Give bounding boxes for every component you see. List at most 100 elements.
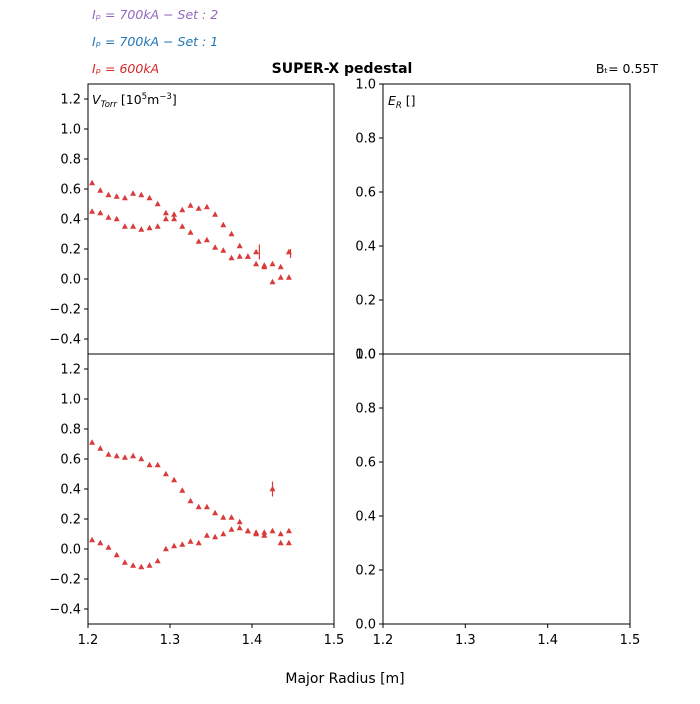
- data-point-bottom-left-series1: [113, 551, 120, 558]
- data-point-top-left-series0: [138, 191, 145, 198]
- y-tick-label-top-right: 0.4: [355, 240, 376, 255]
- y-tick-label-top-right: 1.0: [355, 78, 376, 93]
- data-point-bottom-left-series0: [130, 452, 137, 459]
- y-tick-label-bottom-left: −0.2: [49, 573, 81, 588]
- data-point-bottom-left-series0: [228, 514, 235, 520]
- data-point-top-left-series1: [130, 223, 137, 229]
- data-point-bottom-left-series1: [269, 527, 276, 534]
- data-point-bottom-left-series1: [253, 530, 260, 537]
- data-point-top-left-series1: [105, 214, 112, 220]
- data-point-top-left-series0: [89, 179, 96, 186]
- data-point-top-left-series1: [228, 254, 235, 261]
- legend-entry-set1: Iₚ = 700kA − Set : 1: [92, 34, 218, 49]
- x-tick-label-bottom-right: 1.5: [620, 633, 641, 648]
- data-point-top-left-series1: [195, 238, 202, 244]
- data-point-top-left-series1: [162, 215, 169, 222]
- data-point-top-left-series0: [203, 203, 210, 210]
- y-tick-label-bottom-right: 0.8: [355, 402, 376, 417]
- data-point-top-left-series0: [277, 263, 284, 270]
- panel-frame-bottom-left: [87, 353, 335, 625]
- data-point-bottom-left-series1: [171, 542, 178, 549]
- x-axis-label: Major Radius [m]: [285, 671, 404, 687]
- y-tick-label-top-left: −0.4: [49, 333, 81, 348]
- y-tick-label-top-left: 0.0: [60, 273, 81, 288]
- panel-label-vtorr: VTorr [105m−3]: [92, 92, 177, 110]
- data-point-top-left-series1: [89, 208, 96, 214]
- data-point-top-left-series1: [269, 278, 276, 285]
- data-point-bottom-left-series1: [138, 563, 145, 570]
- data-point-bottom-left-series0: [236, 518, 243, 525]
- data-point-bottom-left-series1: [228, 526, 235, 532]
- data-point-top-left-series1: [261, 262, 268, 268]
- data-point-bottom-left-series0: [138, 455, 145, 462]
- data-point-bottom-left-series0: [113, 452, 120, 459]
- y-tick-label-top-right: 0.6: [355, 186, 376, 201]
- data-point-bottom-left-series1: [203, 532, 210, 538]
- data-point-top-left-series0: [212, 211, 219, 217]
- data-point-bottom-left-series0: [212, 509, 219, 516]
- y-tick-label-top-left: 1.2: [60, 93, 81, 108]
- x-tick-label-bottom-left: 1.5: [324, 633, 345, 648]
- data-point-bottom-left-series0: [285, 527, 292, 534]
- data-point-top-left-series0: [179, 206, 186, 213]
- data-point-bottom-left-series1: [154, 557, 161, 564]
- data-point-bottom-left-series1: [244, 527, 251, 534]
- y-tick-label-top-right: 0.2: [355, 294, 376, 309]
- bt-label: Bₜ= 0.55T: [596, 61, 659, 76]
- data-point-top-left-series0: [146, 194, 153, 201]
- data-point-top-left-series1: [212, 244, 219, 250]
- data-point-bottom-left-series1: [179, 541, 186, 547]
- data-point-bottom-left-series0: [162, 470, 169, 477]
- data-point-top-left-series0: [195, 205, 202, 211]
- data-point-top-left-series0: [253, 248, 260, 255]
- panel-label-er: ER []: [388, 93, 416, 111]
- data-point-top-left-series0: [220, 221, 227, 228]
- data-point-bottom-left-series1: [146, 562, 153, 568]
- x-tick-label-bottom-left: 1.4: [242, 633, 263, 648]
- data-point-bottom-left-series0: [261, 529, 268, 535]
- y-tick-label-bottom-right: 0.6: [355, 456, 376, 471]
- figure-title: SUPER-X pedestal: [272, 61, 413, 77]
- data-point-top-left-series0: [236, 242, 243, 249]
- y-tick-label-bottom-left: 0.6: [60, 453, 81, 468]
- legend-entry-600ka: Iₚ = 600kA: [92, 61, 159, 76]
- data-point-top-left-series1: [146, 224, 153, 231]
- data-point-bottom-left-series0: [269, 485, 276, 492]
- data-point-bottom-left-series1: [187, 538, 194, 544]
- data-point-top-left-series1: [97, 209, 104, 216]
- data-point-bottom-left-series0: [105, 451, 112, 457]
- data-point-bottom-left-series1: [105, 544, 112, 550]
- data-point-bottom-left-series0: [187, 497, 194, 504]
- data-point-top-left-series0: [121, 194, 128, 201]
- x-tick-label-bottom-right: 1.2: [373, 633, 394, 648]
- data-point-top-left-series1: [277, 274, 284, 280]
- data-point-top-left-series1: [187, 229, 194, 235]
- data-point-bottom-left-series1: [195, 539, 202, 546]
- data-point-top-left-series0: [171, 211, 178, 217]
- data-point-bottom-left-series0: [89, 439, 96, 445]
- y-tick-label-bottom-left: 0.2: [60, 513, 81, 528]
- y-tick-label-bottom-right: 1.0: [355, 348, 376, 363]
- panel-frame-top-right: [382, 83, 631, 355]
- data-point-bottom-left-series0: [154, 461, 161, 468]
- y-tick-label-bottom-left: −0.4: [49, 603, 81, 618]
- data-point-bottom-left-series1: [162, 545, 169, 552]
- data-point-top-left-series1: [179, 223, 186, 229]
- x-tick-label-bottom-left: 1.3: [160, 633, 181, 648]
- data-point-bottom-left-series1: [277, 539, 284, 546]
- y-tick-label-bottom-right: 0.0: [355, 618, 376, 633]
- data-point-bottom-left-series1: [261, 532, 268, 538]
- data-point-top-left-series0: [97, 187, 104, 193]
- data-point-bottom-left-series0: [171, 476, 178, 483]
- y-tick-label-top-right: 0.8: [355, 132, 376, 147]
- y-tick-label-bottom-left: 1.0: [60, 393, 81, 408]
- data-point-top-left-series1: [285, 274, 292, 280]
- data-point-top-left-series0: [187, 202, 194, 208]
- x-tick-label-bottom-right: 1.4: [537, 633, 558, 648]
- y-tick-label-top-left: 0.6: [60, 183, 81, 198]
- data-point-top-left-series1: [253, 260, 260, 267]
- data-point-top-left-series1: [113, 215, 120, 222]
- data-point-top-left-series0: [113, 193, 120, 199]
- data-point-top-left-series0: [269, 260, 276, 267]
- data-point-top-left-series0: [285, 248, 292, 255]
